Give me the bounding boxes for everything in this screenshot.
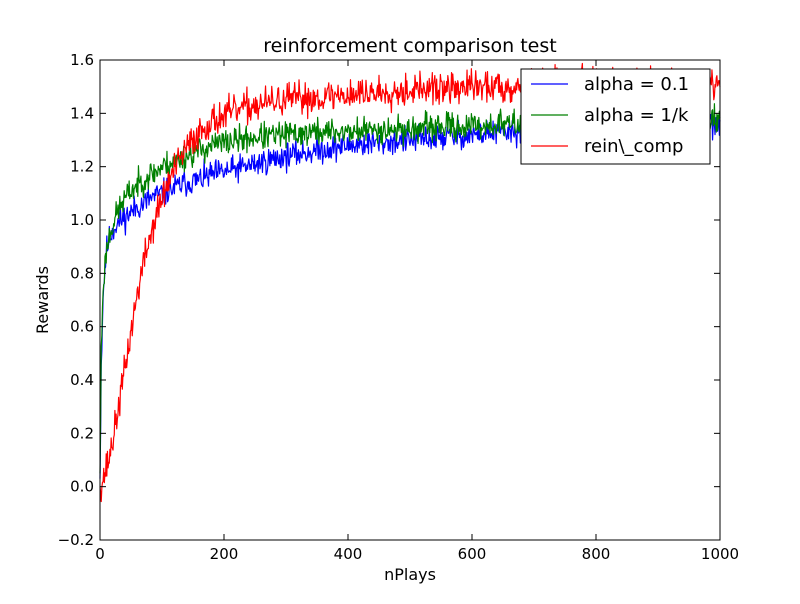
y-tick-label: 0.0 [70,478,94,496]
legend-label-alpha-1-k: alpha = 1/k [584,105,689,126]
y-tick-label: 0.2 [70,424,94,442]
legend: alpha = 0.1 alpha = 1/k rein\_comp [520,68,711,165]
legend-label-rein-comp: rein\_comp [584,136,683,157]
y-tick-label: 1.0 [70,211,94,229]
x-tick-label: 0 [95,545,105,563]
y-axis-title: Rewards [33,266,52,334]
x-tick-label: 600 [458,545,487,563]
chart-title: reinforcement comparison test [263,35,556,57]
x-tick-label: 400 [334,545,363,563]
y-tick-label: 1.6 [70,51,94,69]
tick-layer: 0 200 400 600 800 1000 −0.2 0.0 0.2 0.4 0.6 0.8 1.0 1… [58,51,740,563]
x-tick-label: 1000 [701,545,739,563]
y-tick-label: −0.2 [58,531,94,549]
y-tick-label: 1.2 [70,158,94,176]
legend-label-alpha-0-1: alpha = 0.1 [584,74,689,95]
plot-frame [99,59,721,541]
x-tick-label: 200 [210,545,239,563]
x-axis-title: nPlays [384,565,436,584]
y-tick-label: 0.6 [70,318,94,336]
y-tick-label: 1.4 [70,104,94,122]
legend-box [520,68,711,165]
y-tick-label: 0.4 [70,371,94,389]
y-tick-label: 0.8 [70,264,94,282]
x-tick-label: 800 [582,545,611,563]
